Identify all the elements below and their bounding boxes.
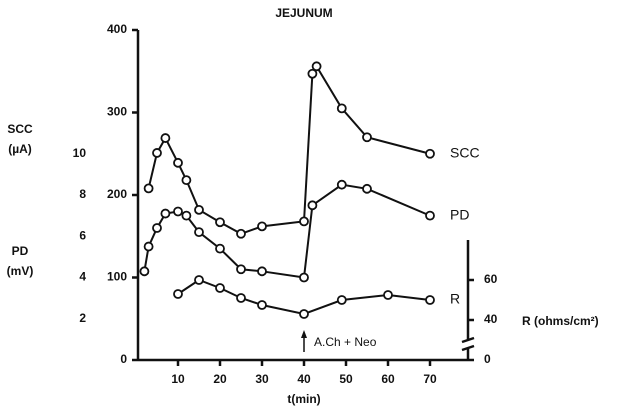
y2-axis-label: R (ohms/cm²)	[522, 314, 599, 328]
annotation: A.Ch + Neo	[314, 335, 377, 349]
data-point	[362, 132, 372, 143]
series-line	[143, 183, 431, 279]
data-point	[215, 243, 225, 254]
data-point	[152, 223, 162, 233]
x-tick-label: 40	[297, 372, 311, 386]
data-point	[236, 264, 246, 275]
data-point	[173, 289, 183, 299]
x-tick-label: 70	[423, 372, 437, 386]
y-tick-label: 200	[107, 187, 127, 201]
y-axis-label: SCC	[7, 122, 33, 136]
y2-tick-label: 60	[484, 272, 498, 286]
y3-axis-label: (mV)	[7, 264, 34, 278]
x-tick-label: 20	[213, 372, 227, 386]
data-point	[160, 133, 171, 143]
data-point	[215, 283, 225, 293]
chart-title: JEJUNUM	[275, 6, 332, 20]
y3-tick-label: 4	[79, 270, 86, 284]
data-point	[336, 179, 347, 190]
y3-tick-label: 6	[79, 228, 86, 242]
data-point	[194, 204, 204, 215]
data-point	[152, 148, 162, 158]
data-point	[299, 216, 309, 227]
data-point	[173, 206, 183, 217]
data-point	[336, 295, 347, 305]
data-point	[139, 266, 150, 277]
data-point	[194, 275, 204, 285]
data-point	[425, 295, 435, 305]
x-tick-label: 60	[381, 372, 395, 386]
data-point	[194, 227, 204, 238]
y-tick-label: 0	[120, 352, 127, 366]
data-point	[307, 200, 318, 211]
series-line	[147, 64, 431, 235]
y3-tick-label: 2	[79, 311, 86, 325]
series-label: R	[450, 291, 460, 307]
data-point	[307, 68, 318, 79]
data-point	[173, 157, 183, 168]
data-point	[215, 217, 225, 228]
data-point	[143, 241, 154, 252]
y-tick-label: 300	[107, 105, 127, 119]
data-point	[257, 266, 267, 277]
data-point	[181, 175, 192, 186]
data-point	[143, 183, 154, 194]
data-point	[236, 228, 246, 239]
data-point	[181, 210, 192, 221]
data-point	[257, 300, 267, 310]
x-tick-label: 30	[255, 372, 269, 386]
y3-tick-label: 10	[73, 146, 87, 160]
data-point	[160, 208, 171, 219]
y-tick-label: 100	[107, 270, 127, 284]
series-label: SCC	[450, 144, 480, 160]
data-point	[257, 221, 267, 232]
data-point	[383, 290, 393, 300]
axis-break	[461, 336, 475, 344]
x-tick-label: 50	[339, 372, 353, 386]
data-point	[299, 272, 309, 283]
data-point	[236, 293, 246, 303]
data-point	[336, 103, 347, 114]
y-axis-label: (µA)	[8, 142, 32, 156]
series-label: PD	[450, 206, 469, 222]
annotation-arrowhead	[301, 330, 307, 338]
y2-tick-label: 0	[484, 352, 491, 366]
x-axis-label: t(min)	[287, 392, 320, 406]
data-point	[299, 309, 309, 319]
y3-tick-label: 8	[79, 187, 86, 201]
data-point	[311, 61, 322, 72]
y-tick-label: 400	[107, 22, 127, 36]
x-tick-label: 10	[171, 372, 185, 386]
y2-tick-label: 40	[484, 312, 498, 326]
data-point	[425, 148, 435, 159]
y3-axis-label: PD	[12, 244, 29, 258]
axis-break	[461, 344, 475, 352]
data-point	[362, 183, 372, 194]
data-point	[425, 210, 435, 221]
